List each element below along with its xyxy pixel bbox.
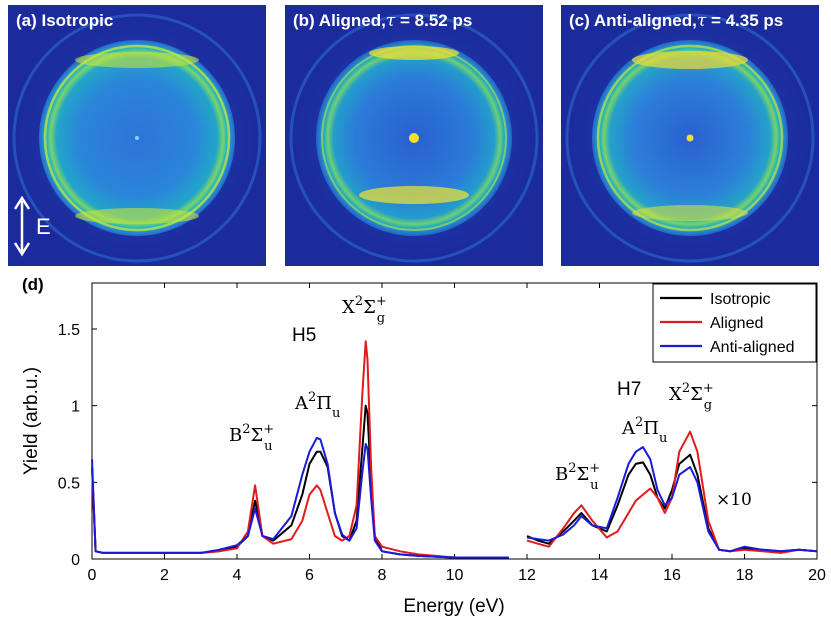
legend-label-anti-aligned: Anti-aligned [710,339,795,356]
y-tick-label: 0.5 [58,475,80,492]
bottom-bright-arc [75,208,199,224]
detector-image-svg: E [8,5,266,266]
detector-image-anti-aligned: (c) Anti-aligned,τ = 4.35 ps [561,5,819,266]
legend: Isotropic Aligned Anti-aligned [652,283,817,363]
annotation-b-state-h5: B2Σ+ u [229,422,274,454]
polarization-arrow-head-down [13,242,31,257]
outer-ring [565,13,815,263]
annotation-h5: H5 [292,325,316,346]
x-tick-label: 16 [663,567,681,584]
series-line-aligned-segment2 [526,430,818,554]
panel-label-c: (c) Anti-aligned,τ = 4.35 ps [569,11,784,31]
annotation-x-state-h5: X2Σ+ g [342,294,387,326]
center-spot [686,134,694,142]
polarization-label: E [36,214,51,239]
axis-ticks: 0 2 4 6 8 10 12 14 16 18 20 0 0.5 1 1.5 [58,283,826,584]
bottom-bright-arc [359,186,469,204]
x-tick-label: 6 [305,567,314,584]
x-tick-label: 8 [378,567,387,584]
annotation-x-state-h7: X2Σ+ g [669,381,714,413]
center-spot [409,133,419,143]
series-line-anti-aligned-segment1 [91,436,509,559]
series-line-anti-aligned-segment2 [526,446,818,553]
annotation-b-state-h7: B2Σ+ u [555,461,600,493]
x-tick-label: 18 [736,567,754,584]
legend-label-aligned: Aligned [710,315,763,332]
detector-image-aligned: (b) Aligned,τ = 8.52 ps [285,5,543,266]
annotation-a-state-h5: A2Πu [294,390,340,421]
panel-label-b: (b) Aligned,τ = 8.52 ps [293,11,473,31]
top-bright-arc [369,46,459,60]
y-axis-label: Yield (arb.u.) [21,367,42,475]
x-tick-label: 10 [446,567,464,584]
inner-ring [43,44,231,232]
top-bright-arc [632,51,748,69]
bottom-bright-arc [632,205,748,221]
polarization-arrow-head-up [13,195,31,210]
outer-ring [12,13,262,263]
detector-image-svg [561,5,819,266]
outer-ring [289,13,539,263]
y-tick-label: 1 [71,399,80,416]
harmonic-spectrum-chart: (d) 0 2 4 6 8 10 12 14 16 18 20 0 0.5 1 1.5 H5 H7 B2Σ+… [21,275,826,617]
panel-label-d: (d) [22,275,44,294]
x-tick-label: 2 [160,567,169,584]
y-tick-label: 1.5 [58,322,80,339]
center-spot [135,136,139,140]
legend-label-isotropic: Isotropic [710,291,770,308]
x-tick-label: 4 [233,567,242,584]
panel-label-a: (a) Isotropic [16,11,114,30]
inner-ring [596,44,784,232]
top-bright-arc [75,52,199,68]
y-tick-label: 0 [71,552,80,569]
x-tick-label: 12 [518,567,536,584]
annotation-a-state-h7: A2Πu [621,415,667,446]
x-tick-label: 14 [591,567,609,584]
data-series [91,340,818,559]
annotation-h7: H7 [617,379,641,400]
detector-image-svg [285,5,543,266]
annotation-times-10: ×10 [716,490,752,510]
detector-image-isotropic: E (a) Isotropic [8,5,266,266]
x-tick-label: 0 [88,567,97,584]
x-tick-label: 20 [808,567,826,584]
x-axis-label: Energy (eV) [403,596,504,617]
